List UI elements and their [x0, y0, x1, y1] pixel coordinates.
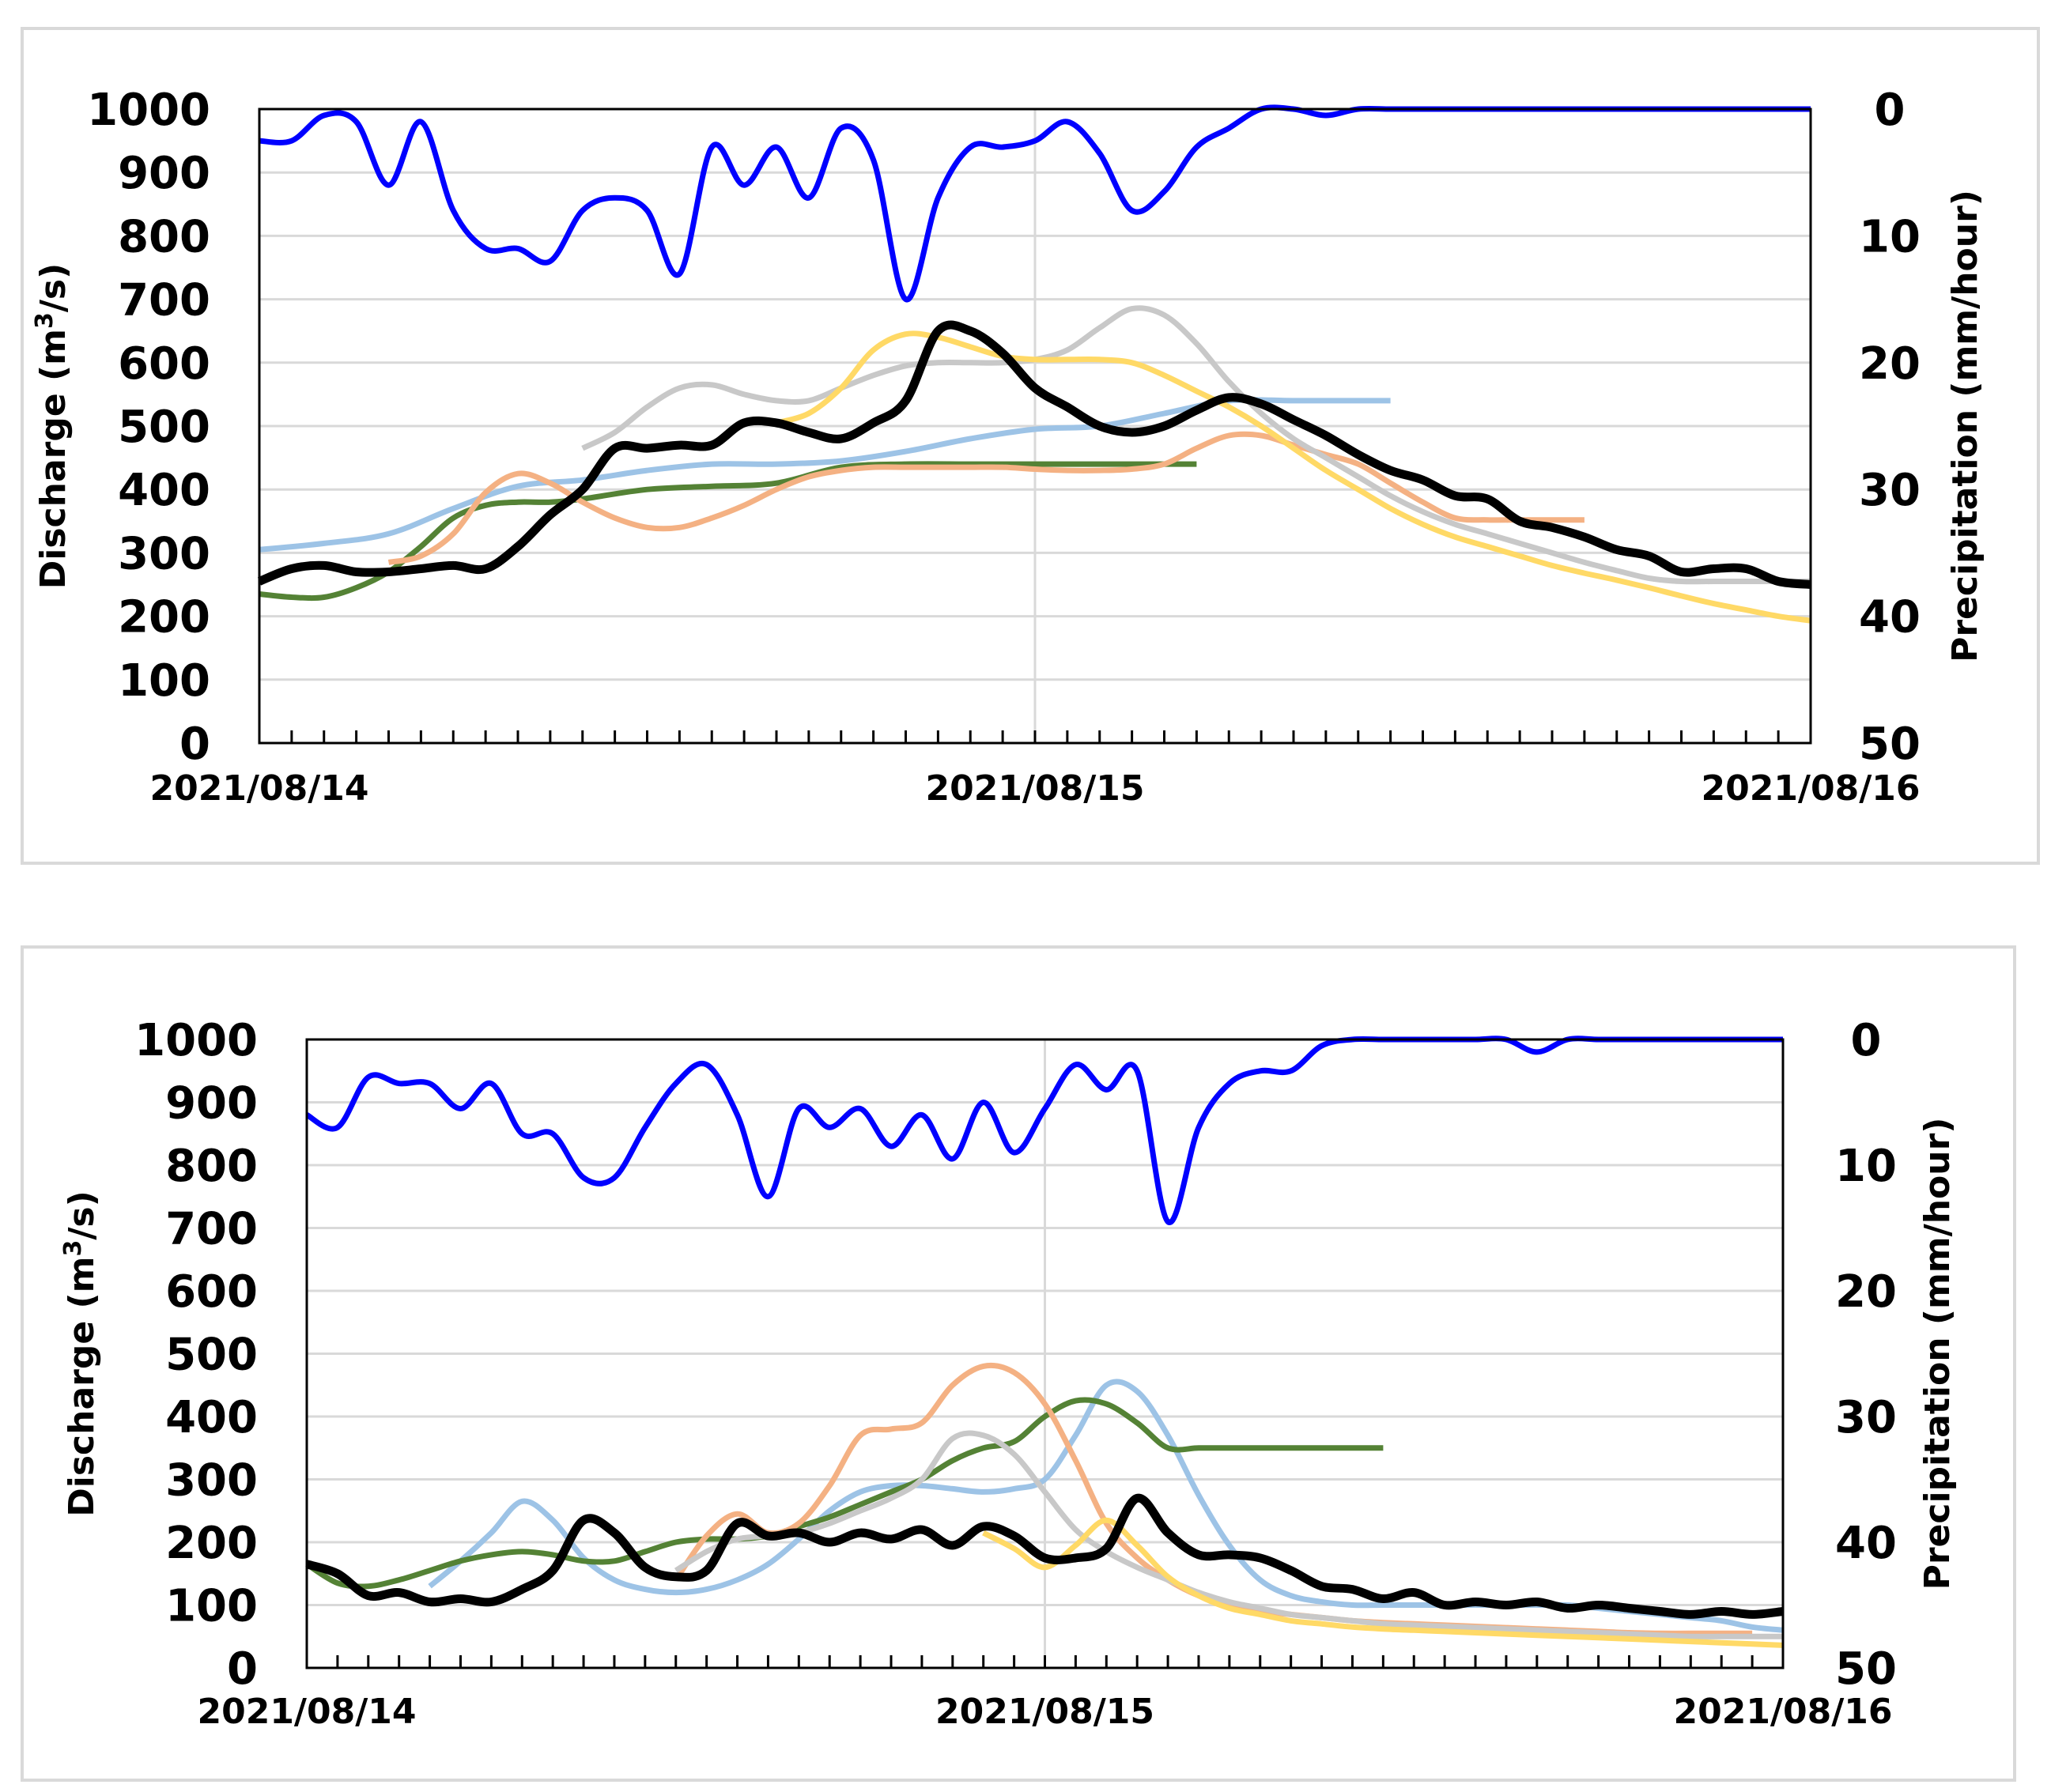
- y2-axis-tick-label: 10: [1859, 211, 1921, 262]
- y2-axis-tick-label: 40: [1859, 592, 1921, 643]
- y-axis-tick-label: 1000: [87, 85, 210, 136]
- series-orange-line: [387, 431, 1585, 565]
- y-axis-tick-label: 800: [118, 211, 210, 262]
- y-axis-tick-label: 500: [165, 1330, 258, 1381]
- x-axis-tick-label: 2021/08/15: [925, 768, 1144, 809]
- y2-axis-tick-label: 0: [1851, 1015, 1882, 1066]
- series-gray-line: [581, 305, 1811, 585]
- y2-axis-tick-label: 0: [1875, 85, 1906, 136]
- y-axis-tick-label: 400: [165, 1392, 258, 1443]
- y-axis-tick-label: 800: [165, 1141, 258, 1192]
- x-axis-tick-label: 2021/08/15: [935, 1692, 1154, 1732]
- series-yellow-line: [982, 1517, 1784, 1648]
- x-axis-tick-label: 2021/08/14: [197, 1692, 416, 1732]
- series-gray-line: [674, 1430, 1783, 1639]
- series-observed-black-line: [257, 320, 1811, 589]
- y2-axis-title: Precipitation (mm/hour): [1917, 1118, 1958, 1590]
- chart-panel-top: 0 100 200 300 400 500 600 700 800 900 1000 0 10 20 30 4…: [31, 85, 1985, 809]
- x-axis-tick-label: 2021/08/16: [1673, 1692, 1892, 1732]
- y2-axis-tick-label: 50: [1835, 1643, 1897, 1695]
- y-axis-tick-label: 1000: [134, 1015, 258, 1066]
- x-axis-tick-label: 2021/08/14: [149, 768, 368, 809]
- y-axis-tick-label: 0: [179, 719, 210, 770]
- y2-axis-tick-label: 30: [1859, 465, 1921, 516]
- y-axis-title: Discharge (m3/s): [31, 263, 74, 589]
- chart-panel-top-frame: [21, 27, 2040, 865]
- chart-panel-bottom: 0 100 200 300 400 500 600 700 800 900 1000 0 10 20 30 4…: [59, 1015, 1958, 1732]
- y2-axis-tick-label: 50: [1859, 719, 1921, 770]
- series-green-line: [259, 461, 1197, 602]
- series-yellow-line: [776, 330, 1811, 624]
- y-axis-tick-label: 600: [165, 1266, 258, 1318]
- y-axis-tick-label: 600: [118, 338, 210, 390]
- y-axis-tick-label: 500: [118, 402, 210, 453]
- precipitation-line: [305, 1036, 1783, 1225]
- y-axis-tick-label: 200: [165, 1518, 258, 1569]
- y-axis-tick-label: 200: [118, 592, 210, 643]
- y-axis-tick-label: 700: [165, 1204, 258, 1255]
- y-axis-tick-label: 0: [227, 1643, 258, 1695]
- x-axis-tick-label: 2021/08/16: [1701, 768, 1920, 809]
- y-axis-tick-label: 900: [165, 1078, 258, 1130]
- series-observed-black-line: [305, 1493, 1784, 1619]
- y2-axis-tick-label: 20: [1859, 338, 1921, 390]
- y-axis-tick-label: 100: [118, 655, 210, 707]
- series-orange-line: [673, 1362, 1753, 1636]
- y2-axis-tick-label: 40: [1835, 1518, 1897, 1569]
- y-axis-tick-label: 100: [165, 1581, 258, 1632]
- y-axis-title: Discharge (m3/s): [59, 1190, 102, 1516]
- y2-axis-tick-label: 30: [1835, 1392, 1897, 1443]
- y2-axis-tick-label: 20: [1835, 1266, 1897, 1318]
- y2-axis-title: Precipitation (mm/hour): [1945, 190, 1985, 662]
- y-axis-tick-label: 300: [118, 528, 210, 579]
- y2-axis-tick-label: 10: [1835, 1141, 1897, 1192]
- y-axis-tick-label: 900: [118, 148, 210, 199]
- y-axis-tick-label: 700: [118, 275, 210, 326]
- series-green-line: [305, 1397, 1384, 1590]
- series-lightblue-line: [428, 1379, 1784, 1633]
- y-axis-tick-label: 400: [118, 465, 210, 516]
- y-axis-tick-label: 300: [165, 1455, 258, 1507]
